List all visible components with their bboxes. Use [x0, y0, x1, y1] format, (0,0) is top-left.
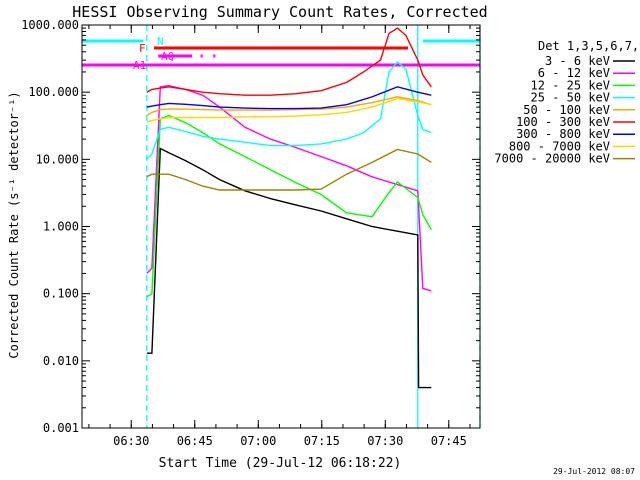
series-line-4: [146, 96, 432, 117]
y-tick-label: 0.010: [43, 354, 79, 368]
y-tick-label: 100.000: [28, 85, 79, 99]
legend-label: 800 - 7000 keV: [509, 139, 610, 153]
series-line-5: [146, 27, 432, 96]
flag-label-n: N: [157, 35, 164, 48]
legend-label: 6 - 12 keV: [538, 66, 610, 80]
legend-label: 50 - 100 keV: [523, 103, 610, 117]
y-tick-label: 10.000: [36, 152, 79, 166]
flag-bars: NF AQ A1: [82, 35, 480, 72]
series-line-8: [146, 148, 432, 191]
x-tick-label: 07:00: [240, 434, 276, 448]
flag-label-a1: A1: [133, 59, 146, 72]
y-axis-label: Corrected Count Rate (s⁻¹ detector⁻¹): [7, 91, 21, 358]
x-tick-label: 06:30: [113, 434, 149, 448]
flag-label-f: F: [139, 42, 146, 55]
x-axis-label: Start Time (29-Jul-12 06:18:22): [159, 456, 402, 471]
x-tick-label: 07:15: [304, 434, 340, 448]
y-tick-label: 0.100: [43, 287, 79, 301]
legend-label: 100 - 300 keV: [516, 115, 610, 129]
series-line-7: [146, 97, 432, 123]
legend-label: 7000 - 20000 keV: [494, 152, 610, 166]
legend-label: 300 - 800 keV: [516, 127, 610, 141]
x-tick-label: 06:45: [177, 434, 213, 448]
flag-label-aq: AQ: [161, 50, 174, 63]
legend-label: 25 - 50 keV: [531, 91, 610, 105]
series-lines: [146, 27, 432, 389]
series-line-2: [146, 114, 432, 298]
chart-title: HESSI Observing Summary Count Rates, Cor…: [72, 3, 487, 21]
axes: 1000.000 100.000 10.000 1.000 0.100 0.010 0.00…: [21, 18, 481, 448]
x-tick-label: 07:45: [431, 434, 467, 448]
y-tick-label: 1000.000: [21, 18, 79, 32]
series-line-6: [146, 86, 432, 110]
y-tick-label: 1.000: [43, 220, 79, 234]
x-tick-label: 07:30: [367, 434, 403, 448]
series-line-3: [146, 61, 432, 160]
y-tick-label: 0.001: [43, 421, 79, 435]
legend-label: 12 - 25 keV: [531, 78, 610, 92]
series-line-0: [146, 147, 432, 389]
legend-label: 3 - 6 keV: [545, 54, 610, 68]
timestamp: 29-Jul-2012 08:07: [553, 467, 635, 476]
legend-title: Det 1,3,5,6,7,9: [538, 39, 640, 53]
